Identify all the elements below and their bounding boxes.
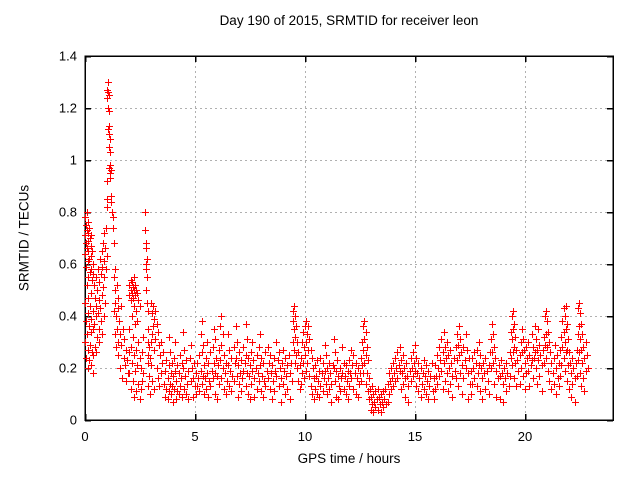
- x-tick-label: 20: [518, 429, 532, 444]
- x-tick-label: 10: [298, 429, 312, 444]
- y-tick-label: 0.2: [59, 361, 77, 376]
- y-tick-label: 1.2: [59, 101, 77, 116]
- chart-title: Day 190 of 2015, SRMTID for receiver leo…: [219, 13, 479, 28]
- y-tick-label: 0.4: [59, 309, 77, 324]
- scatter-points: [82, 79, 592, 416]
- x-tick-label: 0: [81, 429, 88, 444]
- y-tick-label: 1: [70, 153, 77, 168]
- x-axis-label: GPS time / hours: [297, 451, 401, 466]
- y-tick-label: 0.8: [59, 205, 77, 220]
- x-tick-label: 5: [191, 429, 198, 444]
- y-tick-label: 0: [70, 413, 77, 428]
- y-tick-label: 1.4: [59, 49, 77, 64]
- y-tick-label: 0.6: [59, 257, 77, 272]
- x-tick-label: 15: [408, 429, 422, 444]
